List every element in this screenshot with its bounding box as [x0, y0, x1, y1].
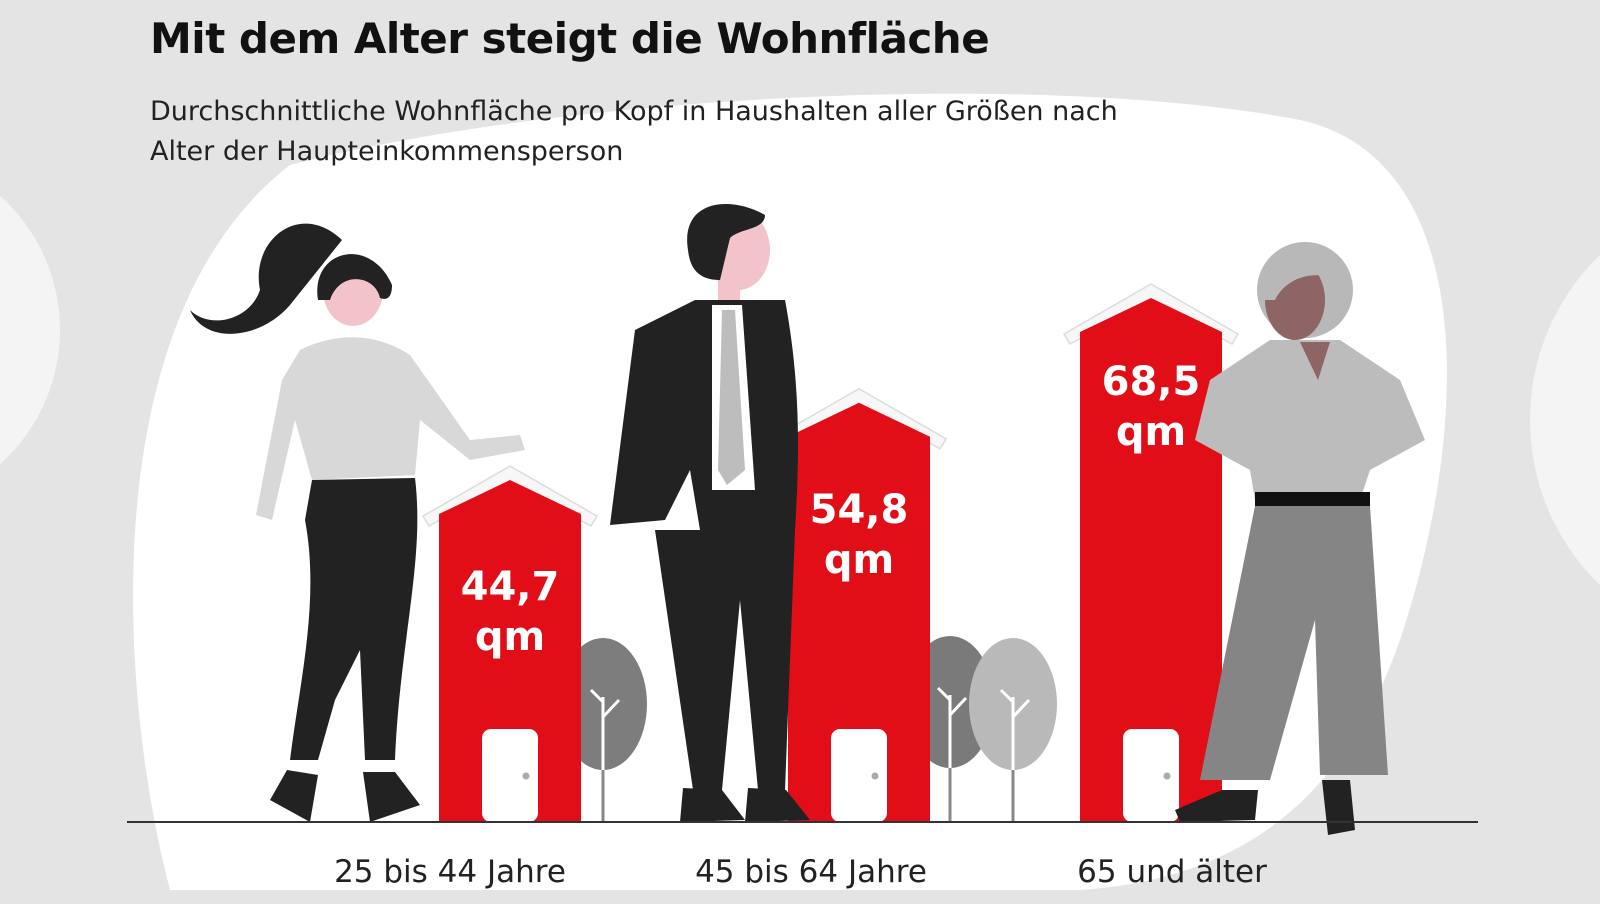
elderly-woman-figure-icon [1175, 242, 1425, 835]
tick-label: 25 bis 44 Jahre [334, 854, 566, 890]
data-label-unit: qm [475, 614, 545, 660]
chart-title: Mit dem Alter steigt die Wohnfläche [150, 14, 990, 63]
data-label-unit: qm [824, 537, 894, 583]
door-icon [482, 729, 538, 822]
blurred-right-shape [1530, 254, 1600, 586]
blurred-left-shape [0, 195, 60, 465]
data-label: 54,8 [810, 487, 909, 533]
data-label: 44,7 [461, 564, 560, 610]
door-icon [831, 729, 887, 822]
bar-house [770, 387, 948, 822]
bar [788, 402, 930, 822]
data-label-unit: qm [1116, 409, 1186, 455]
bar-roof [421, 465, 599, 528]
tick-label: 45 bis 64 Jahre [695, 854, 927, 890]
bar-house [1062, 283, 1240, 823]
door-icon [1123, 729, 1179, 822]
data-label: 68,5 [1102, 359, 1201, 405]
bar-roof [1062, 283, 1240, 345]
bar [439, 480, 581, 822]
tree-icon [969, 638, 1057, 822]
bar-house [421, 465, 599, 822]
bar [1080, 297, 1222, 823]
man-figure-icon [610, 204, 810, 822]
tick-label: 65 und älter [1077, 854, 1267, 890]
woman-figure-icon [190, 223, 525, 822]
chart-subtitle: Durchschnittliche Wohnfläche pro Kopf in… [150, 96, 1118, 167]
